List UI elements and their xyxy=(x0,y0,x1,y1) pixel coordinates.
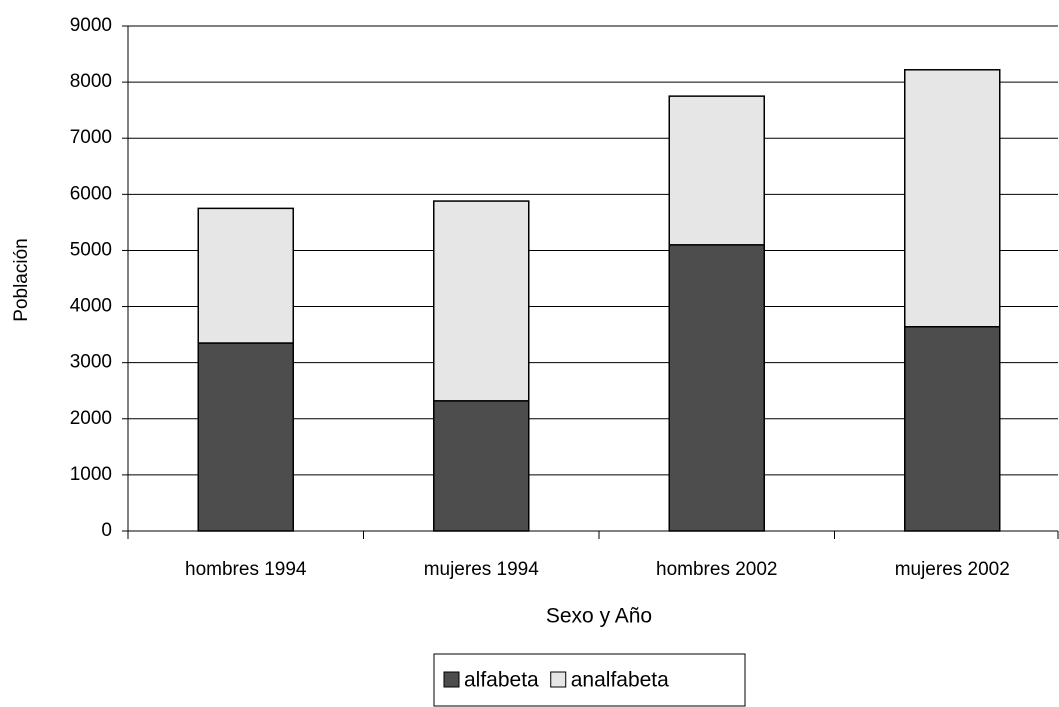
legend-label: analfabeta xyxy=(571,669,669,692)
bar-segment xyxy=(433,400,530,532)
legend-label: alfabeta xyxy=(464,669,539,692)
bar-segment xyxy=(668,95,765,246)
bar-segment xyxy=(904,326,1001,532)
bar-segment xyxy=(668,244,765,532)
y-tick-label: 8000 xyxy=(70,71,112,92)
y-tick-label: 4000 xyxy=(70,296,112,317)
bar-segment xyxy=(433,200,530,402)
y-tick-label: 3000 xyxy=(70,352,112,373)
x-tick-label: hombres 2002 xyxy=(656,559,777,580)
y-axis-title: Población xyxy=(11,238,32,321)
y-tick-label: 6000 xyxy=(70,183,112,204)
y-tick-label: 5000 xyxy=(70,239,112,260)
y-tick-label: 7000 xyxy=(70,127,112,148)
legend-box xyxy=(433,653,746,707)
x-tick-label: mujeres 2002 xyxy=(895,559,1010,580)
bar-segment xyxy=(904,69,1001,328)
x-tick-label: hombres 1994 xyxy=(185,559,307,580)
legend-swatch xyxy=(443,671,460,688)
x-tick-label: mujeres 1994 xyxy=(424,559,540,580)
y-tick-label: 2000 xyxy=(70,408,112,429)
y-tick-label: 0 xyxy=(101,520,112,541)
y-tick-label: 9000 xyxy=(70,15,112,36)
y-tick-label: 1000 xyxy=(70,464,112,485)
bar-segment xyxy=(197,342,294,532)
bar-segment xyxy=(197,207,294,344)
legend-swatch xyxy=(550,671,567,688)
x-axis-title: Sexo y Año xyxy=(546,605,652,628)
